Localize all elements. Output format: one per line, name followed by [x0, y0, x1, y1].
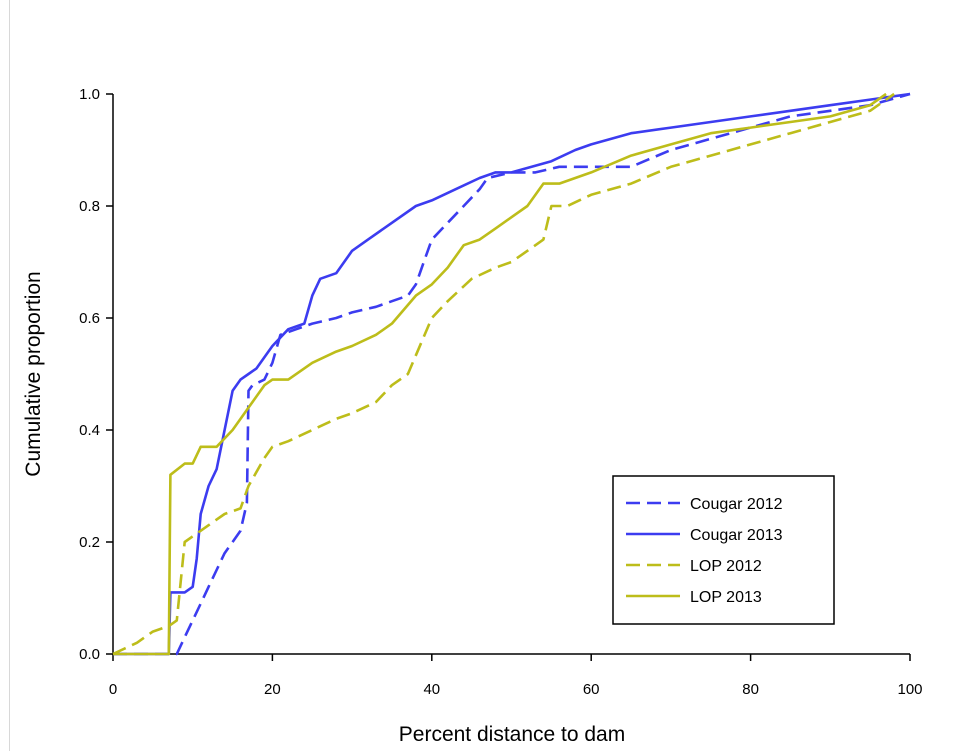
x-tick-label: 20: [264, 681, 281, 698]
legend-label-cougar-2013: Cougar 2013: [690, 527, 783, 544]
legend-label-lop-2013: LOP 2013: [690, 589, 762, 606]
frame-edge: [9, 0, 10, 751]
y-tick-label: 0.0: [79, 646, 100, 663]
y-axis-title: Cumulative proportion: [22, 271, 45, 476]
x-axis-title: Percent distance to dam: [399, 723, 625, 746]
y-tick-label: 0.2: [79, 534, 100, 551]
y-tick-label: 1.0: [79, 86, 100, 103]
series-layer: [112, 92, 911, 656]
legend: Cougar 2012 Cougar 2013 LOP 2012 LOP 2013: [612, 475, 835, 625]
legend-label-lop-2012: LOP 2012: [690, 558, 762, 575]
series-lop-2013: [113, 92, 887, 656]
y-tick-label: 0.6: [79, 310, 100, 327]
x-tick-label: 60: [583, 681, 600, 698]
series-lop-2012: [112, 92, 895, 656]
x-tick-label: 80: [742, 681, 759, 698]
series-cougar-2013: [113, 92, 911, 656]
y-tick-label: 0.8: [79, 198, 100, 215]
x-tick-label: 40: [423, 681, 440, 698]
y-tick-label: 0.4: [79, 422, 100, 439]
x-ticks: 0 20 40 60 80 100: [109, 654, 923, 698]
legend-box: [612, 475, 835, 625]
x-tick-label: 100: [897, 681, 922, 698]
x-tick-label: 0: [109, 681, 117, 698]
axes: [112, 94, 910, 655]
y-ticks: 0.0 0.2 0.4 0.6 0.8 1.0: [79, 86, 113, 663]
series-cougar-2012: [113, 92, 911, 656]
legend-label-cougar-2012: Cougar 2012: [690, 496, 783, 513]
